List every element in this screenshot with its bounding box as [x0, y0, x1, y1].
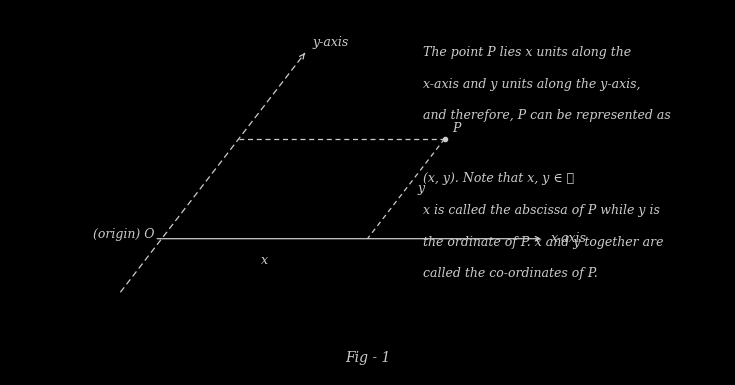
Text: x is called the abscissa of P while y is: x is called the abscissa of P while y is: [423, 204, 659, 217]
Text: P: P: [452, 122, 460, 135]
Text: x: x: [261, 254, 268, 267]
Text: called the co-ordinates of P.: called the co-ordinates of P.: [423, 267, 598, 280]
Text: y-axis: y-axis: [312, 36, 348, 49]
Text: x-axis: x-axis: [551, 232, 587, 245]
Text: the ordinate of P. x and y together are: the ordinate of P. x and y together are: [423, 236, 663, 249]
Text: y: y: [417, 182, 424, 195]
Text: and therefore, P can be represented as: and therefore, P can be represented as: [423, 109, 670, 122]
Text: (x, y). Note that x, y ∈ ℝ: (x, y). Note that x, y ∈ ℝ: [423, 172, 574, 186]
Text: Fig - 1: Fig - 1: [345, 351, 390, 365]
Text: (origin) O: (origin) O: [93, 228, 154, 241]
Text: x-axis and y units along the y-axis,: x-axis and y units along the y-axis,: [423, 78, 640, 91]
Text: The point P lies x units along the: The point P lies x units along the: [423, 46, 631, 59]
